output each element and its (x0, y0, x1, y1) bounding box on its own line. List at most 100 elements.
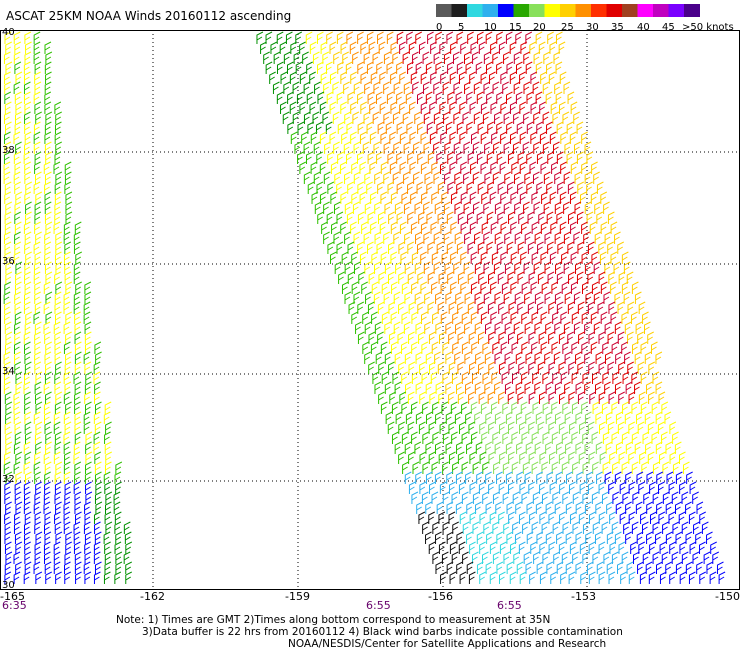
wind-barb (598, 541, 606, 554)
wind-barb (678, 511, 686, 524)
wind-barb (398, 301, 405, 314)
wind-barb (612, 461, 619, 474)
wind-barb (502, 431, 510, 444)
wind-barb (563, 231, 571, 244)
wind-barb (614, 381, 622, 394)
wind-barb (672, 461, 680, 474)
wind-barb (23, 481, 31, 494)
wind-barb (435, 531, 442, 544)
wind-barb (642, 311, 649, 324)
wind-barb (326, 211, 334, 224)
wind-barb (33, 51, 41, 64)
wind-barb (433, 171, 441, 184)
wind-barb (451, 491, 459, 504)
wind-barb (44, 351, 52, 364)
wind-barb (463, 261, 471, 274)
wind-barb (507, 271, 515, 284)
wind-barb (413, 141, 420, 154)
wind-barb (13, 151, 21, 164)
wind-barb (559, 221, 567, 234)
wind-barb (535, 61, 543, 74)
wind-barb (585, 291, 593, 304)
wind-barb (350, 131, 357, 144)
legend-swatch (668, 4, 685, 17)
wind-barb (459, 571, 467, 584)
wind-barb (4, 541, 12, 554)
wind-barb (353, 81, 361, 94)
wind-barb (566, 151, 574, 164)
wind-barb (533, 551, 540, 564)
wind-barb (547, 151, 554, 164)
wind-barb (103, 571, 111, 584)
wind-barb (3, 161, 11, 174)
wind-barb (581, 221, 588, 234)
wind-barb (65, 401, 72, 414)
wind-barb (588, 571, 596, 584)
wind-barb (563, 171, 571, 184)
wind-barb (430, 71, 437, 84)
wind-barb (379, 101, 387, 114)
wind-barb (54, 481, 62, 494)
wind-barb (582, 431, 589, 444)
wind-barb (503, 51, 510, 64)
wind-barb (624, 411, 632, 424)
wind-barb (35, 441, 42, 454)
wind-barb (366, 121, 374, 134)
wind-barb (64, 271, 72, 284)
wind-barb (575, 261, 582, 274)
wind-barb (614, 531, 622, 544)
wind-barb (449, 541, 457, 554)
wind-barb (584, 501, 592, 514)
wind-barb (3, 461, 11, 474)
wind-barb (378, 271, 386, 284)
wind-barb (593, 171, 600, 184)
wind-barb (4, 211, 12, 224)
wind-barb (64, 451, 71, 464)
wind-barb (569, 511, 577, 524)
wind-barb (64, 481, 72, 494)
wind-barb-plot[interactable] (0, 30, 740, 590)
wind-barb (482, 491, 489, 504)
wind-barb (510, 191, 518, 204)
wind-barb (4, 181, 12, 194)
wind-barb (565, 501, 573, 514)
wind-barb (44, 421, 52, 434)
wind-barb (347, 91, 355, 104)
wind-map[interactable] (0, 30, 740, 590)
wind-barb (343, 81, 350, 94)
wind-barb (625, 471, 632, 484)
wind-barb (548, 511, 556, 524)
wind-barb (448, 391, 455, 404)
wind-barb (24, 231, 32, 244)
wind-barb (522, 461, 530, 474)
wind-barb (114, 511, 122, 524)
wind-barb (34, 161, 41, 174)
wind-barb (74, 361, 82, 374)
wind-barb (415, 351, 423, 364)
wind-barb (346, 31, 354, 44)
wind-barb (524, 321, 532, 334)
wind-barb (5, 271, 13, 284)
wind-barb (399, 41, 406, 54)
legend-swatch (451, 4, 468, 17)
wind-barb (392, 171, 400, 184)
wind-barb (410, 221, 418, 234)
wind-barb (496, 31, 503, 44)
wind-barb (4, 571, 12, 584)
wind-barb (587, 301, 595, 314)
wind-barb (548, 301, 556, 314)
wind-barb (433, 51, 441, 64)
wind-barb (499, 541, 507, 554)
wind-barb (361, 221, 368, 234)
wind-barb (486, 151, 494, 164)
wind-barb (525, 351, 533, 364)
wind-barb (374, 201, 381, 214)
wind-barb (353, 291, 361, 304)
wind-barb (575, 501, 583, 514)
wind-barb (519, 481, 527, 494)
wind-barb (496, 151, 504, 164)
wind-barb (523, 261, 531, 274)
wind-barb (368, 41, 376, 54)
wind-barb (83, 311, 91, 324)
wind-barb (276, 91, 284, 104)
